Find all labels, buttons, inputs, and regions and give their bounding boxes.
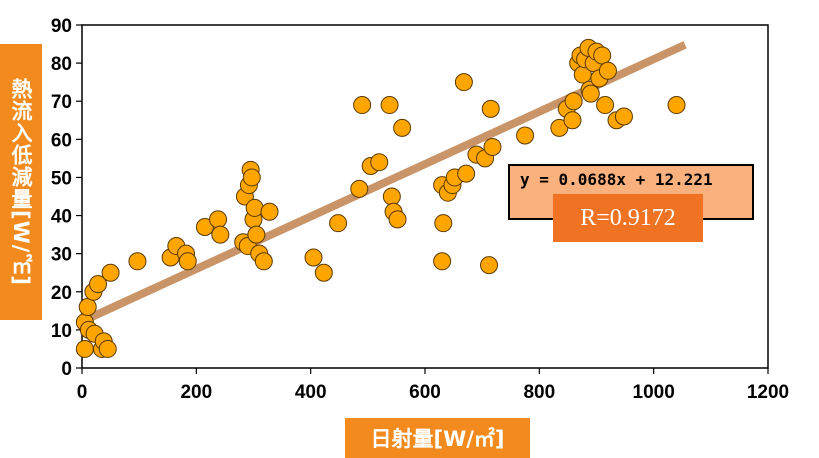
data-point — [260, 202, 279, 221]
data-point — [101, 263, 120, 282]
x-axis-label-box: 日射量[W/㎡] — [345, 418, 530, 458]
data-point — [667, 96, 686, 115]
y-tick-label: 10 — [51, 321, 72, 342]
data-point — [483, 137, 502, 156]
data-point — [128, 252, 147, 271]
data-point — [614, 107, 633, 126]
data-point — [75, 339, 94, 358]
data-point — [581, 84, 600, 103]
data-point — [304, 248, 323, 267]
data-point — [211, 225, 230, 244]
data-point — [254, 252, 273, 271]
data-point — [433, 252, 452, 271]
x-tick-label: 200 — [180, 382, 212, 403]
x-tick-label: 800 — [523, 382, 555, 403]
x-tick-label: 600 — [409, 382, 441, 403]
y-tick-label: 60 — [51, 130, 72, 151]
data-points — [75, 38, 686, 358]
data-point — [434, 214, 453, 233]
data-point — [98, 339, 117, 358]
y-tick-label: 20 — [51, 283, 72, 304]
x-tick-label: 400 — [295, 382, 327, 403]
y-tick-label: 50 — [51, 168, 72, 189]
x-tick-label: 1200 — [747, 382, 789, 403]
data-point — [314, 263, 333, 282]
data-point — [480, 256, 499, 275]
data-point — [242, 168, 261, 187]
data-point — [454, 73, 473, 92]
data-point — [350, 179, 369, 198]
data-point — [481, 99, 500, 118]
y-axis: 0 10 20 30 40 50 60 70 80 90 — [51, 16, 82, 380]
y-tick-label: 30 — [51, 245, 72, 266]
regression-equation: y = 0.0688x + 12.221 — [520, 170, 713, 189]
r-value-box: R=0.9172 — [553, 194, 703, 242]
data-point — [596, 96, 615, 115]
y-axis-label-box: 熱流入低減量[W/㎡] — [0, 44, 42, 320]
data-point — [388, 210, 407, 229]
data-point — [178, 252, 197, 271]
data-point — [89, 275, 108, 294]
y-tick-label: 0 — [61, 359, 72, 380]
data-point — [247, 225, 266, 244]
data-point — [457, 164, 476, 183]
data-point — [329, 214, 348, 233]
data-point — [516, 126, 535, 145]
data-point — [598, 61, 617, 80]
data-point — [209, 210, 228, 229]
data-point — [380, 96, 399, 115]
data-point — [370, 153, 389, 172]
y-tick-label: 40 — [51, 207, 72, 228]
y-tick-label: 80 — [51, 54, 72, 75]
data-point — [78, 298, 97, 317]
x-axis-label: 日射量[W/㎡] — [370, 427, 505, 451]
r-value: R=0.9172 — [580, 204, 676, 231]
x-tick-label: 1000 — [633, 382, 675, 403]
x-axis: 0 200 400 600 800 1000 1200 — [77, 368, 789, 403]
y-axis-label: 熱流入低減量[W/㎡] — [9, 77, 33, 287]
data-point — [382, 187, 401, 206]
data-point — [393, 118, 412, 137]
data-point — [353, 96, 372, 115]
data-point — [245, 198, 264, 217]
data-point — [564, 92, 583, 111]
x-tick-label: 0 — [77, 382, 88, 403]
data-point — [563, 111, 582, 130]
y-tick-label: 70 — [51, 92, 72, 113]
y-tick-label: 90 — [51, 16, 72, 37]
data-point — [593, 46, 612, 65]
